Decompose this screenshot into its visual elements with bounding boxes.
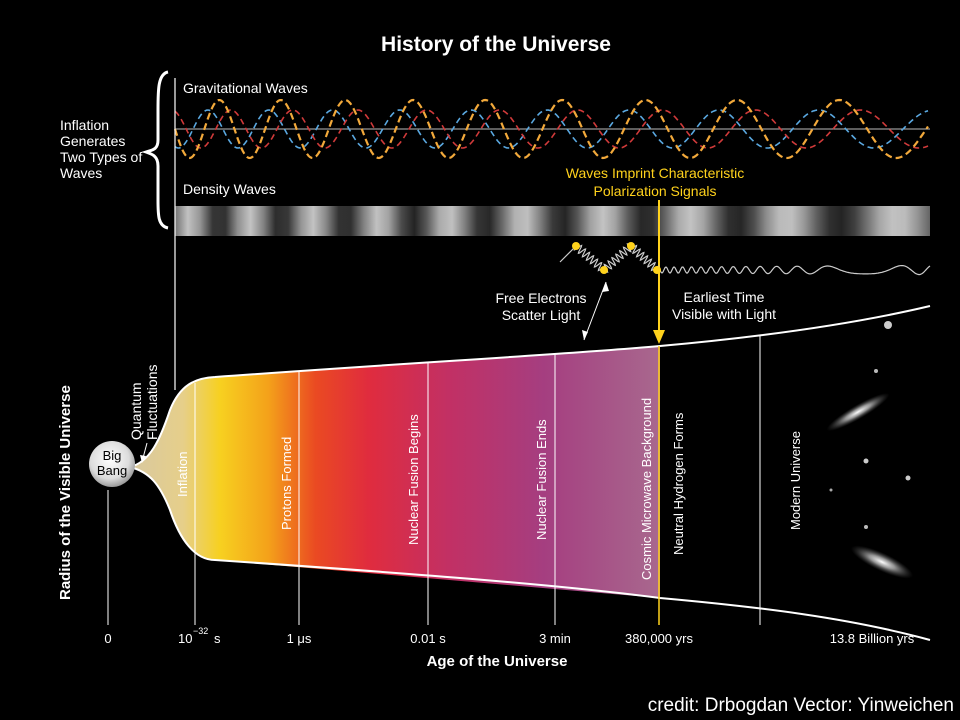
era-label-cmb: Cosmic Microwave Background (639, 398, 654, 580)
era-fill (130, 346, 660, 598)
galaxy-spiral-icon (850, 545, 914, 579)
era-label-protons: Protons Formed (279, 437, 294, 530)
big-bang-line-1: Big (103, 448, 122, 463)
side-note: Inflation Generates Two Types of Waves (60, 117, 142, 181)
tick-label-centisecond: 0.01 s (410, 631, 446, 646)
polarization-wave-blue (174, 109, 929, 149)
y-axis-label: Radius of the Visible Universe (57, 385, 74, 600)
tick-label-10: 10 (178, 631, 192, 646)
free-electrons-line-2: Scatter Light (502, 307, 581, 323)
tick-label-13.8b: 13.8 Billion yrs (830, 631, 915, 646)
era-label-fusion-ends: Nuclear Fusion Ends (534, 419, 549, 540)
electron-dot (627, 242, 635, 250)
x-axis: 0 10 −32 s 1 μs 0.01 s 3 min 380,000 yrs… (104, 626, 914, 670)
tick-label-0: 0 (104, 631, 111, 646)
gravitational-waves-label: Gravitational Waves (183, 80, 308, 96)
quantum-line-2: Fluctuations (144, 365, 160, 440)
scatter-pointer-head (602, 282, 609, 292)
cmb-arrow-head (653, 330, 665, 344)
scatter-pointer-tail (582, 330, 588, 340)
tick-label-exponent: −32 (193, 626, 208, 636)
era-label-modern: Modern Universe (788, 431, 803, 530)
quantum-pointer-head (140, 455, 146, 463)
scattering-photon-path (559, 242, 660, 274)
brace (141, 70, 169, 230)
polarization-label-line-1: Waves Imprint Characteristic (566, 165, 744, 181)
era-labels: Inflation Protons Formed Nuclear Fusion … (175, 398, 803, 580)
tick-label-microsecond: 1 μs (287, 631, 312, 646)
era-label-neutral-hydrogen: Neutral Hydrogen Forms (671, 412, 686, 555)
universe-cone (129, 305, 931, 641)
big-bang-line-2: Bang (97, 463, 127, 478)
polarization-label-line-2: Polarization Signals (594, 183, 717, 199)
polarization-wave-red (174, 109, 929, 149)
big-bang-circle (89, 441, 135, 487)
electron-dot (600, 266, 608, 274)
earliest-time-line-2: Visible with Light (672, 306, 776, 322)
star-icon (874, 369, 878, 373)
x-axis-label: Age of the Universe (427, 653, 568, 670)
credit-text: credit: Drbogdan Vector: Yinweichen (648, 695, 954, 716)
galaxies (826, 321, 914, 579)
side-note-line-3: Two Types of (60, 149, 142, 165)
electron-dot (653, 266, 661, 274)
era-label-fusion-begins: Nuclear Fusion Begins (406, 414, 421, 545)
star-icon (864, 525, 868, 529)
era-dividers (107, 335, 761, 625)
free-electrons-line-1: Free Electrons (495, 290, 586, 306)
star-icon (829, 488, 833, 492)
earliest-time-line-1: Earliest Time (684, 289, 765, 305)
tick-label-380k: 380,000 yrs (625, 631, 693, 646)
electron-dot (572, 242, 580, 250)
tick-label-seconds: s (214, 631, 221, 646)
galaxy-spiral-icon (826, 393, 890, 431)
star-icon (884, 321, 892, 329)
side-note-line-4: Waves (60, 165, 102, 181)
side-note-line-1: Inflation (60, 117, 109, 133)
side-note-line-2: Generates (60, 133, 125, 149)
density-waves-label: Density Waves (183, 181, 276, 197)
gravitational-wave (173, 98, 929, 160)
era-label-inflation: Inflation (175, 451, 190, 497)
cone-upper-edge (129, 305, 931, 468)
free-photon-wave (659, 265, 931, 276)
quantum-pointer (142, 442, 148, 459)
density-wave-band (175, 206, 930, 236)
tick-label-minutes: 3 min (539, 631, 571, 646)
star-icon (905, 475, 911, 481)
quantum-line-1: Quantum (128, 382, 144, 440)
diagram-title: History of the Universe (381, 33, 611, 56)
star-icon (863, 458, 869, 464)
cone-lower-edge (129, 466, 931, 641)
